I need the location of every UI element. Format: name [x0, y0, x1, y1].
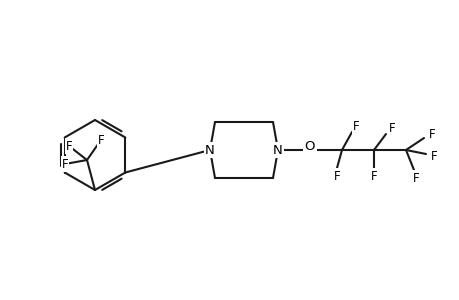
Text: F: F	[333, 169, 340, 182]
Text: F: F	[62, 158, 68, 170]
Text: F: F	[430, 149, 437, 163]
Text: N: N	[205, 143, 214, 157]
Text: F: F	[412, 172, 419, 184]
Text: F: F	[388, 122, 394, 134]
Text: F: F	[428, 128, 434, 142]
Text: F: F	[66, 140, 72, 152]
Text: O: O	[304, 140, 314, 154]
Text: F: F	[352, 119, 358, 133]
Text: F: F	[97, 134, 104, 146]
Text: N: N	[273, 143, 282, 157]
Text: F: F	[370, 169, 376, 182]
